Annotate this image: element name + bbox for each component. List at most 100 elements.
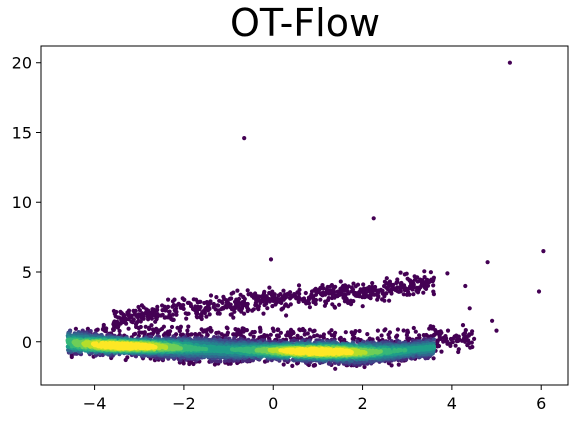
scatter-point [387, 330, 392, 335]
scatter-point [368, 290, 373, 295]
scatter-point [121, 312, 126, 317]
scatter-point [313, 301, 318, 306]
scatter-point [382, 294, 387, 299]
scatter-point [151, 307, 156, 312]
scatter-point [401, 328, 406, 333]
scatter-point [290, 363, 295, 368]
scatter-point [131, 317, 136, 322]
scatter-point [357, 328, 362, 334]
scatter-point [156, 313, 161, 318]
scatter-point [312, 328, 317, 333]
scatter-point [358, 287, 363, 292]
scatter-point [421, 290, 426, 295]
scatter-point [137, 308, 142, 313]
scatter-point [415, 279, 420, 284]
scatter-point [152, 310, 157, 316]
scatter-point [242, 311, 247, 316]
scatter-point [270, 291, 275, 296]
scatter-point [320, 293, 325, 298]
scatter-point [191, 361, 196, 367]
scatter-point [262, 297, 267, 302]
scatter-point [425, 333, 430, 338]
scatter-point [185, 311, 190, 316]
scatter-point [467, 332, 472, 337]
scatter-point [297, 296, 302, 301]
scatter-point [223, 346, 228, 351]
scatter-point [391, 282, 396, 287]
scatter-point [270, 326, 275, 331]
scatter-point [310, 296, 315, 301]
scatter-point [399, 285, 404, 290]
scatter-point [373, 284, 378, 290]
scatter-point [125, 355, 130, 360]
scatter-point [402, 288, 407, 293]
scatter-point [172, 297, 177, 302]
scatter-point [123, 320, 128, 325]
scatter-point [250, 308, 255, 313]
scatter-point [155, 307, 160, 312]
scatter-point [232, 299, 238, 304]
scatter-point [288, 293, 294, 298]
scatter-point [265, 306, 270, 311]
scatter-point [138, 319, 143, 324]
scatter-point [148, 314, 154, 319]
scatter-point [214, 330, 219, 336]
scatter-point [411, 325, 416, 331]
scatter-point [160, 312, 165, 317]
scatter-point [350, 332, 355, 337]
scatter-point [404, 271, 409, 276]
scatter-point [288, 302, 293, 307]
scatter-point [180, 306, 185, 311]
scatter-point [424, 286, 429, 291]
scatter-point [301, 296, 307, 301]
scatter-point [326, 296, 331, 301]
scatter-point [288, 327, 294, 332]
scatter-point [231, 315, 236, 320]
scatter-point [206, 308, 211, 313]
scatter-point [435, 340, 440, 345]
scatter-point [207, 312, 212, 317]
scatter-point [421, 333, 426, 338]
scatter-point [411, 292, 416, 297]
scatter-point [341, 286, 346, 291]
scatter-point [410, 287, 415, 292]
scatter-point [387, 335, 392, 340]
scatter-point [283, 302, 288, 307]
scatter-point [360, 304, 365, 309]
scatter-point [281, 288, 286, 293]
scatter-point [229, 291, 234, 296]
scatter-point [404, 292, 410, 297]
scatter-point [333, 366, 338, 371]
scatter-point [69, 354, 74, 360]
scatter-point [139, 315, 144, 320]
scatter-point [312, 334, 317, 339]
scatter-point [187, 361, 192, 367]
scatter-point [322, 303, 327, 308]
scatter-point [318, 297, 323, 302]
scatter-point [267, 299, 272, 304]
scatter-point [425, 282, 430, 287]
scatter-point [147, 325, 152, 330]
scatter-point [345, 299, 350, 304]
scatter-point [246, 292, 251, 297]
scatter-point [343, 330, 348, 335]
scatter-point [328, 290, 333, 295]
scatter-point [174, 303, 179, 308]
scatter-point [352, 292, 357, 297]
scatter-point [219, 332, 224, 337]
scatter-point [225, 326, 230, 331]
scatter-point [139, 303, 144, 308]
scatter-point [251, 334, 256, 339]
scatter-point [218, 359, 223, 364]
scatter-point [431, 324, 436, 329]
scatter-point [536, 289, 542, 294]
scatter-point [256, 297, 261, 302]
scatter-point [237, 332, 242, 337]
scatter-point [199, 316, 204, 322]
scatter-point [245, 288, 250, 293]
scatter-point [353, 284, 358, 289]
scatter-point [216, 346, 221, 351]
scatter-point [444, 339, 450, 344]
scatter-point [371, 216, 376, 221]
scatter-point [448, 343, 453, 348]
